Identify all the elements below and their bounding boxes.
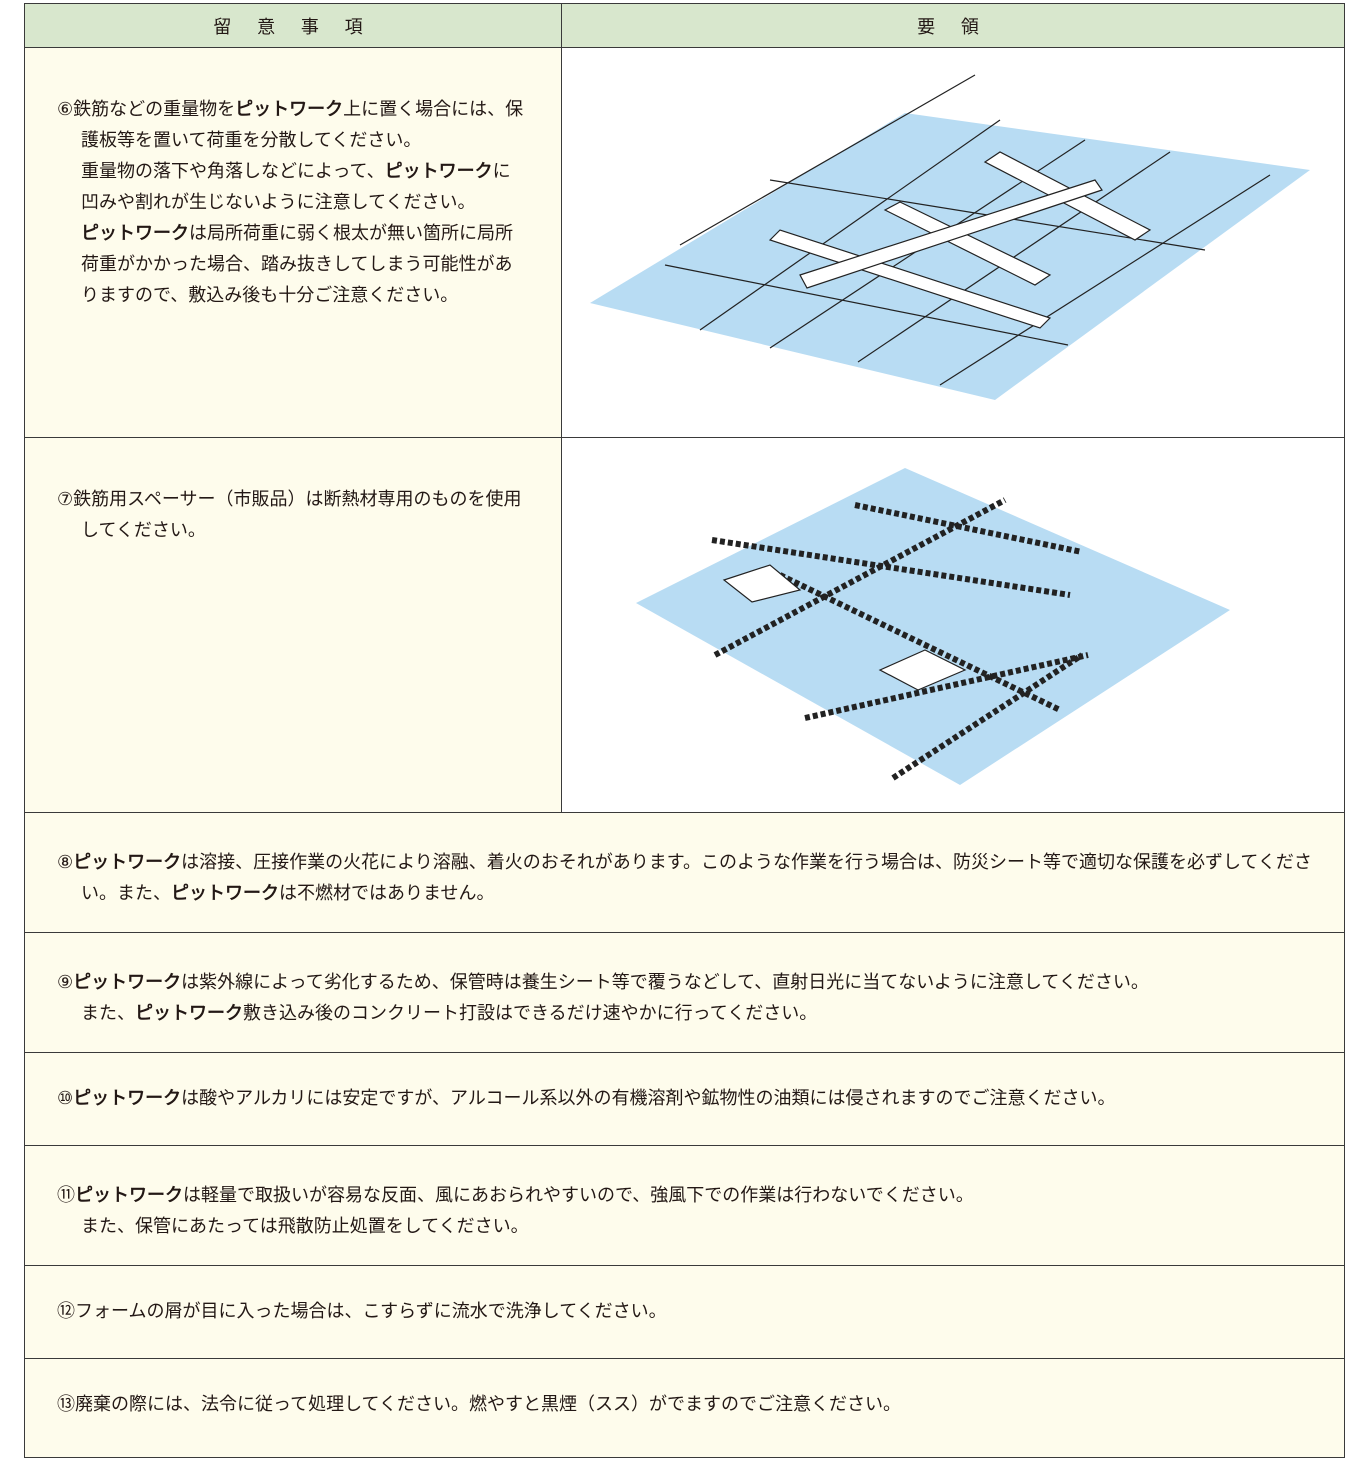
text-run: また、: [81, 1003, 135, 1024]
paragraph: ⑥鉄筋などの重量物をピットワーク上に置く場合には、保護板等を置いて荷重を分散して…: [57, 94, 527, 156]
text-run: ⑬廃棄の際には、法令に従って処理してください。燃やすと黒煙（スス）がでますのでご…: [57, 1394, 902, 1415]
paragraph: ⑧ピットワークは溶接、圧接作業の火花により溶融、着火のおそれがあります。このよう…: [57, 847, 1317, 909]
text-run: は軽量で取扱いが容易な反面、風にあおられやすいので、強風下での作業は行わないでく…: [183, 1185, 974, 1206]
text-run: ⑫フォームの屑が目に入った場合は、こすらずに流水で洗浄してください。: [57, 1301, 667, 1322]
text-run: は紫外線によって劣化するため、保管時は養生シート等で覆うなどして、直射日光に当て…: [181, 972, 1149, 993]
bold-run: ピットワーク: [73, 852, 182, 873]
paragraph: ⑬廃棄の際には、法令に従って処理してください。燃やすと黒煙（スス）がでますのでご…: [57, 1389, 1327, 1420]
figure-cell: [561, 47, 1345, 438]
text-run: 上に置く場合には、保護板等を置いて荷重を分散してください。: [81, 99, 524, 151]
text-run: は溶接、圧接作業の火花により溶融、着火のおそれがあります。このような作業を行う場…: [81, 852, 1312, 904]
bold-run: ピットワーク: [75, 1185, 183, 1206]
bold-run: ピットワーク: [135, 1003, 243, 1024]
paragraph: 重量物の落下や角落しなどによって、ピットワークに凹みや割れが生じないように注意し…: [57, 156, 527, 218]
text-run: は酸やアルカリには安定ですが、アルコール系以外の有機溶剤や鉱物性の油類には侵され…: [181, 1088, 1116, 1109]
text-run: は不燃材ではありません。: [279, 883, 495, 904]
note-text: ⑬廃棄の際には、法令に従って処理してください。燃やすと黒煙（スス）がでますのでご…: [57, 1389, 1327, 1420]
paragraph: ピットワークは局所荷重に弱く根太が無い箇所に局所荷重がかかった場合、踏み抜きして…: [57, 218, 527, 311]
illustration-spacers: [636, 468, 1230, 785]
note-text: ⑩ピットワークは酸やアルカリには安定ですが、アルコール系以外の有機溶剤や鉱物性の…: [57, 1083, 1332, 1114]
note-text: ⑥鉄筋などの重量物をピットワーク上に置く場合には、保護板等を置いて荷重を分散して…: [57, 94, 527, 311]
paragraph: また、ピットワーク敷き込み後のコンクリート打設はできるだけ速やかに行ってください…: [57, 998, 1327, 1029]
header-cell: 留 意 事 項: [24, 3, 562, 48]
note-row: ⑩ピットワークは酸やアルカリには安定ですが、アルコール系以外の有機溶剤や鉱物性の…: [24, 1052, 1345, 1146]
paragraph: ⑫フォームの屑が目に入った場合は、こすらずに流水で洗浄してください。: [57, 1296, 1327, 1327]
text-run: ⑪: [57, 1185, 75, 1206]
text-run: ⑥鉄筋などの重量物を: [57, 99, 236, 120]
bold-run: ピットワーク: [81, 223, 189, 244]
bold-run: ピットワーク: [171, 883, 279, 904]
note-text: ⑨ピットワークは紫外線によって劣化するため、保管時は養生シート等で覆うなどして、…: [57, 967, 1327, 1029]
header-cell: 要 領: [561, 3, 1345, 48]
text-run: 敷き込み後のコンクリート打設はできるだけ速やかに行ってください。: [243, 1003, 818, 1024]
paragraph: ⑦鉄筋用スペーサー（市販品）は断熱材専用のものを使用してください。: [57, 484, 527, 546]
paragraph: ⑨ピットワークは紫外線によって劣化するため、保管時は養生シート等で覆うなどして、…: [57, 967, 1327, 998]
note-row: ⑪ピットワークは軽量で取扱いが容易な反面、風にあおられやすいので、強風下での作業…: [24, 1145, 1345, 1266]
note-row: ⑬廃棄の際には、法令に従って処理してください。燃やすと黒煙（スス）がでますのでご…: [24, 1358, 1345, 1458]
note-cell: ⑦鉄筋用スペーサー（市販品）は断熱材専用のものを使用してください。: [24, 437, 562, 813]
text-run: ⑩: [57, 1088, 74, 1109]
text-run: ⑨: [57, 972, 74, 993]
note-row: ⑨ピットワークは紫外線によって劣化するため、保管時は養生シート等で覆うなどして、…: [24, 932, 1345, 1053]
bold-run: ピットワーク: [235, 99, 344, 120]
paragraph: ⑩ピットワークは酸やアルカリには安定ですが、アルコール系以外の有機溶剤や鉱物性の…: [57, 1083, 1332, 1114]
text-run: は局所荷重に弱く根太が無い箇所に局所荷重がかかった場合、踏み抜きしてしまう可能性…: [81, 223, 513, 306]
note-text: ⑫フォームの屑が目に入った場合は、こすらずに流水で洗浄してください。: [57, 1296, 1327, 1327]
text-run: ⑧: [57, 852, 74, 873]
text-run: ⑦鉄筋用スペーサー（市販品）は断熱材専用のものを使用してください。: [57, 489, 522, 541]
paragraph: ⑪ピットワークは軽量で取扱いが容易な反面、風にあおられやすいので、強風下での作業…: [57, 1180, 1327, 1211]
bold-run: ピットワーク: [73, 972, 182, 993]
note-row: ⑧ピットワークは溶接、圧接作業の火花により溶融、着火のおそれがあります。このよう…: [24, 812, 1345, 933]
text-run: に凹みや割れが生じないように注意してください。: [81, 161, 511, 213]
figure-cell: [561, 437, 1345, 813]
note-text: ⑦鉄筋用スペーサー（市販品）は断熱材専用のものを使用してください。: [57, 484, 527, 546]
note-cell: ⑥鉄筋などの重量物をピットワーク上に置く場合には、保護板等を置いて荷重を分散して…: [24, 47, 562, 438]
illustration-boards: [590, 74, 1310, 400]
text-run: 重量物の落下や角落しなどによって、: [81, 161, 385, 182]
paragraph: また、保管にあたっては飛散防止処置をしてください。: [57, 1211, 1327, 1242]
note-row: ⑫フォームの屑が目に入った場合は、こすらずに流水で洗浄してください。: [24, 1265, 1345, 1359]
bold-run: ピットワーク: [384, 161, 493, 182]
note-text: ⑪ピットワークは軽量で取扱いが容易な反面、風にあおられやすいので、強風下での作業…: [57, 1180, 1327, 1242]
bold-run: ピットワーク: [73, 1088, 182, 1109]
note-text: ⑧ピットワークは溶接、圧接作業の火花により溶融、着火のおそれがあります。このよう…: [57, 847, 1317, 909]
text-run: また、保管にあたっては飛散防止処置をしてください。: [81, 1216, 529, 1237]
